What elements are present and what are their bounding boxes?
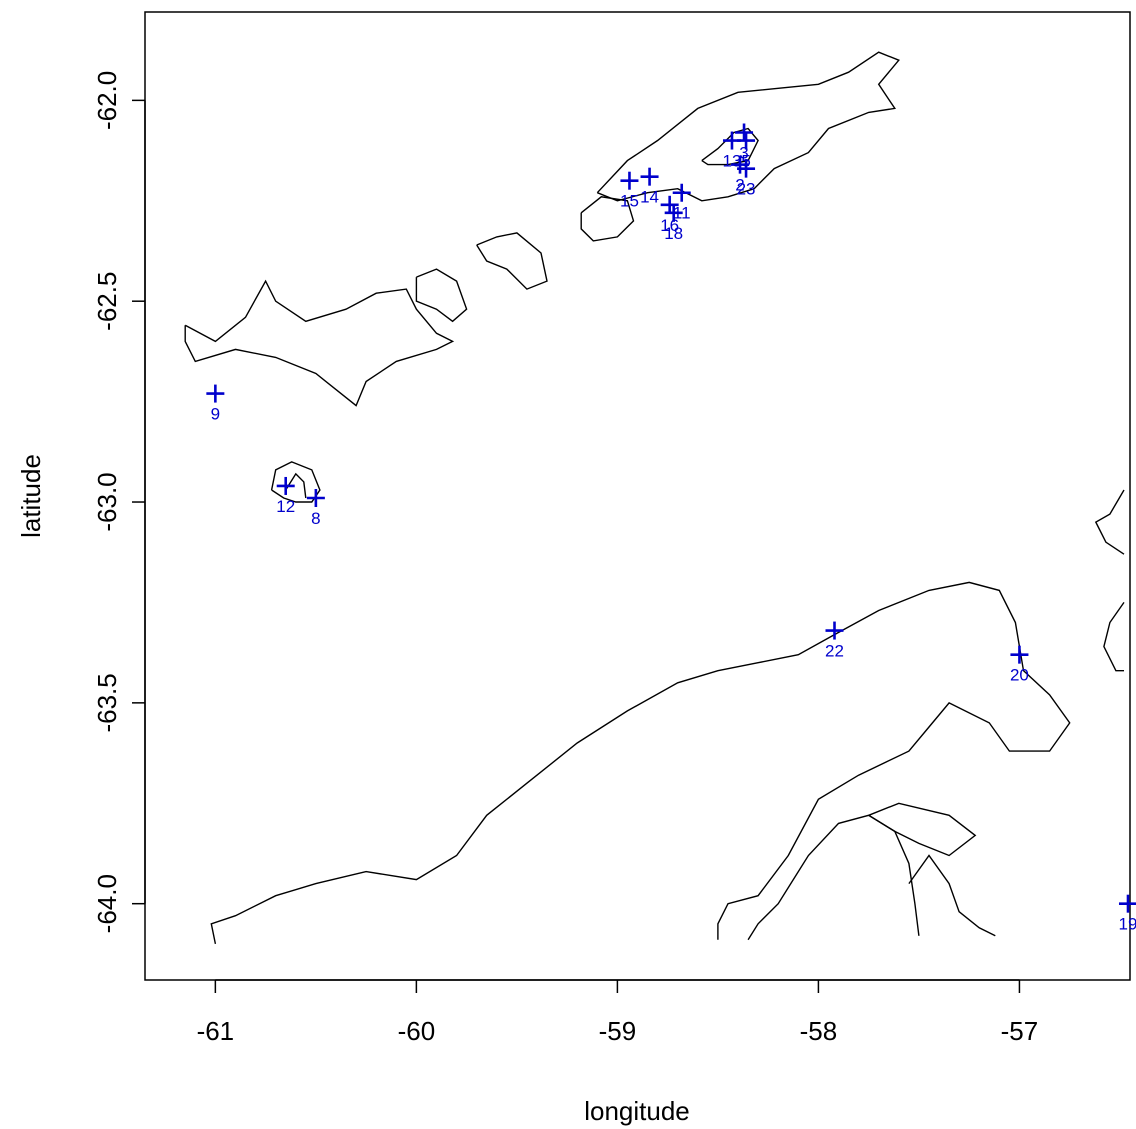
station-marker [660, 195, 679, 214]
station-marker [306, 489, 325, 508]
station-marker [672, 183, 691, 202]
station-label: 12 [276, 497, 295, 516]
x-tick-label: -60 [398, 1016, 436, 1046]
x-tick-label: -59 [599, 1016, 637, 1046]
x-axis-title: longitude [584, 1096, 690, 1126]
station-label: 20 [1010, 666, 1029, 685]
coastline-antarctic-peninsula-north [210, 581, 1071, 945]
y-tick-label: -62.0 [92, 71, 122, 130]
station-marker [206, 384, 225, 403]
station-label: 22 [825, 642, 844, 661]
station-marker [737, 159, 756, 178]
coastline-livingston-island [184, 279, 455, 407]
station-label: 2 [735, 176, 744, 195]
coastline-robert-island [476, 232, 548, 290]
coastline-layer [184, 51, 1125, 945]
station-marker [1010, 645, 1029, 664]
coastline-port-foster [285, 472, 307, 499]
y-tick-label: -62.5 [92, 272, 122, 331]
station-label: 5 [741, 152, 750, 171]
station-marker [737, 131, 756, 150]
coastline-king-george-island [596, 51, 900, 202]
station-label: 15 [620, 192, 639, 211]
station-marker [276, 476, 295, 495]
coastline-prince-gustav-area [747, 814, 920, 941]
x-tick-label: -58 [800, 1016, 838, 1046]
station-label: 19 [1119, 915, 1136, 934]
station-label: 14 [640, 188, 659, 207]
station-marker [620, 171, 639, 190]
coastline-greenwich-island [415, 268, 468, 323]
station-label: 18 [664, 224, 683, 243]
coastline-joinville-fragment-b [1103, 601, 1125, 672]
station-marker [640, 167, 659, 186]
station-marker [1118, 894, 1136, 913]
coastline-vega-island [868, 802, 977, 857]
y-tick-label: -63.5 [92, 673, 122, 732]
y-tick-label: -64.0 [92, 874, 122, 933]
station-marker [664, 203, 683, 222]
coastline-nelson-island [580, 196, 635, 242]
station-label: 8 [311, 509, 320, 528]
x-axis: -61 -60 -59 -58 -57 [197, 979, 1039, 1046]
station-label: 11 [673, 204, 691, 223]
coastline-deception-island [270, 461, 321, 503]
x-tick-label: -57 [1001, 1016, 1039, 1046]
station-marker [825, 621, 844, 640]
coastline-joinville-fragment-a [1094, 489, 1125, 555]
station-label: 23 [737, 180, 756, 199]
x-tick-label: -61 [197, 1016, 235, 1046]
y-tick-label: -63.0 [92, 472, 122, 531]
station-label: 9 [211, 405, 220, 424]
coastline-maxwell-bay-inner [701, 127, 759, 166]
station-marker [735, 123, 754, 142]
y-axis-title: latitude [16, 454, 46, 538]
station-label: 3 [739, 143, 748, 162]
coastline-james-ross-north [908, 854, 996, 937]
y-axis: -62.0 -62.5 -63.0 -63.5 -64.0 [92, 71, 146, 933]
